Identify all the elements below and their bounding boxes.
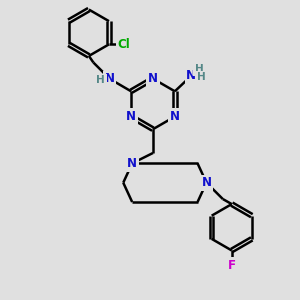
Text: N: N — [105, 72, 115, 85]
Text: N: N — [148, 72, 158, 85]
Text: N: N — [186, 69, 196, 82]
Text: H: H — [197, 72, 206, 82]
Text: N: N — [202, 176, 212, 189]
Text: Cl: Cl — [118, 38, 130, 51]
Text: H: H — [96, 75, 105, 85]
Text: F: F — [228, 259, 236, 272]
Text: N: N — [126, 110, 136, 123]
Text: N: N — [170, 110, 180, 123]
Text: N: N — [127, 157, 137, 170]
Text: H: H — [195, 64, 204, 74]
